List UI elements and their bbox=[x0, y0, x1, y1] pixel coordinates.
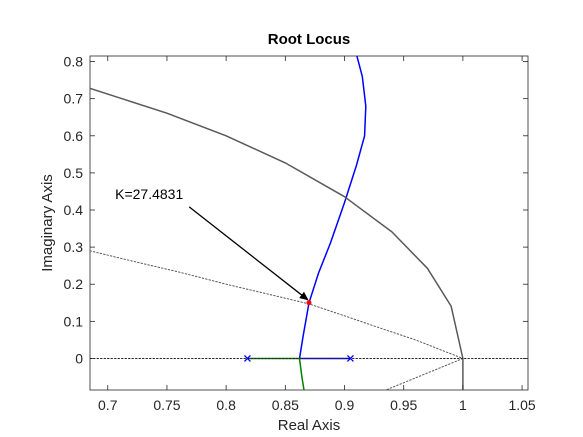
series-line-4 bbox=[90, 87, 464, 390]
y-tick-label: 0.7 bbox=[64, 91, 84, 107]
y-tick-label: 0.1 bbox=[64, 313, 84, 329]
plot-area bbox=[89, 55, 529, 391]
x-tick-label: 0.7 bbox=[98, 397, 118, 413]
gain-annotation-label: K=27.4831 bbox=[115, 186, 183, 202]
gain-point-marker bbox=[306, 300, 312, 306]
x-tick-label: 0.75 bbox=[153, 397, 180, 413]
x-tick-label: 1.05 bbox=[508, 397, 535, 413]
y-tick-label: 0.8 bbox=[64, 54, 84, 70]
y-axis-title: Imaginary Axis bbox=[39, 174, 56, 272]
series-line-5 bbox=[90, 250, 464, 359]
x-tick-label: 0.95 bbox=[390, 397, 417, 413]
series-line-6 bbox=[385, 358, 464, 390]
x-tick-label: 1 bbox=[459, 397, 467, 413]
gain-annotation-arrow bbox=[188, 206, 309, 301]
x-axis-title: Real Axis bbox=[278, 417, 341, 434]
pole-marker-0 bbox=[346, 354, 354, 362]
y-tick-label: 0.4 bbox=[64, 202, 84, 218]
y-tick-label: 0.3 bbox=[64, 239, 84, 255]
tick-layer: 0.7 0.75 0.8 0.85 0.9 0.95 1 1.05 0 0.1 0.2 0.3 0.4 0… bbox=[64, 54, 536, 413]
series-line-3 bbox=[298, 357, 305, 390]
y-tick-label: 0.5 bbox=[64, 165, 84, 181]
series-line-1 bbox=[298, 56, 367, 360]
x-tick-label: 0.85 bbox=[272, 397, 299, 413]
y-tick-label: 0 bbox=[75, 350, 83, 366]
marker-layer bbox=[243, 300, 354, 362]
y-tick-label: 0.2 bbox=[64, 276, 84, 292]
pole-marker-1 bbox=[243, 354, 251, 362]
annotation-layer: K=27.4831 bbox=[115, 186, 309, 301]
chart-title: Root Locus bbox=[268, 31, 351, 48]
y-tick-label: 0.6 bbox=[64, 128, 84, 144]
x-tick-label: 0.9 bbox=[335, 397, 355, 413]
x-tick-label: 0.8 bbox=[216, 397, 236, 413]
series-layer bbox=[90, 56, 528, 390]
